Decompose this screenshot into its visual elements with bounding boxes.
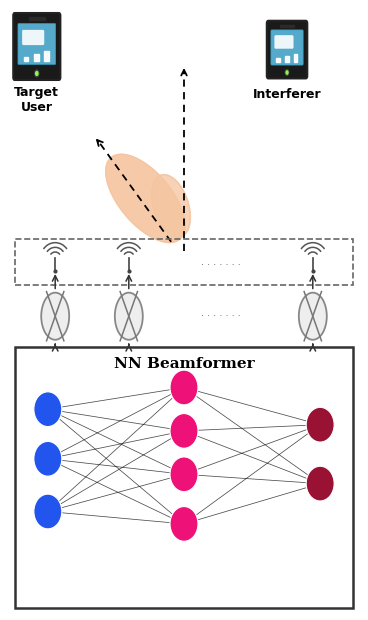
Bar: [29, 17, 45, 20]
Bar: [280, 25, 294, 27]
Ellipse shape: [306, 466, 334, 501]
Bar: [34, 54, 39, 61]
Text: NN Beamformer: NN Beamformer: [114, 356, 254, 371]
Bar: [276, 58, 280, 62]
Ellipse shape: [170, 457, 198, 492]
Bar: [294, 54, 297, 62]
Ellipse shape: [34, 441, 62, 476]
Circle shape: [115, 293, 143, 340]
FancyBboxPatch shape: [22, 30, 44, 45]
Bar: [285, 56, 289, 62]
FancyBboxPatch shape: [275, 35, 294, 49]
Circle shape: [285, 69, 289, 76]
Ellipse shape: [34, 494, 62, 529]
Text: Target
User: Target User: [14, 86, 59, 113]
Ellipse shape: [170, 370, 198, 405]
Circle shape: [299, 293, 327, 340]
FancyBboxPatch shape: [13, 13, 60, 80]
Circle shape: [41, 293, 69, 340]
Text: . . . . . . .: . . . . . . .: [201, 308, 241, 318]
Ellipse shape: [170, 507, 198, 541]
Ellipse shape: [306, 407, 334, 442]
Polygon shape: [106, 154, 185, 242]
Bar: [15, 239, 353, 285]
FancyBboxPatch shape: [271, 30, 303, 65]
Ellipse shape: [34, 392, 62, 427]
Text: . . . . . . .: . . . . . . .: [201, 257, 241, 267]
Polygon shape: [152, 175, 190, 237]
Text: Interferer: Interferer: [253, 88, 321, 101]
Bar: [24, 56, 28, 61]
Bar: [15, 347, 353, 608]
FancyBboxPatch shape: [267, 20, 307, 78]
Circle shape: [35, 70, 39, 77]
FancyBboxPatch shape: [18, 24, 56, 64]
Bar: [45, 51, 49, 61]
Circle shape: [286, 71, 288, 74]
Circle shape: [36, 71, 38, 76]
Ellipse shape: [170, 414, 198, 448]
